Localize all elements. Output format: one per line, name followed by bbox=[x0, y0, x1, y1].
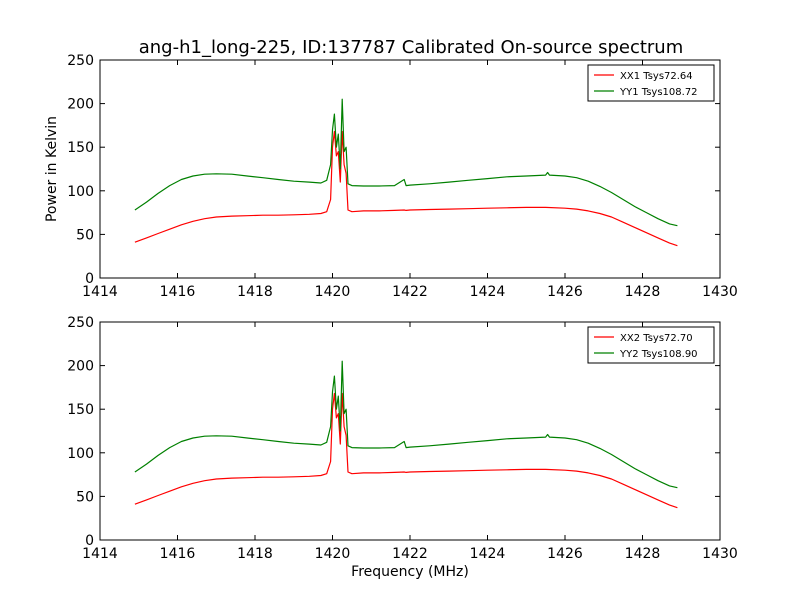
series-line-xx1 bbox=[134, 130, 678, 247]
x-tick-label: 1424 bbox=[470, 284, 506, 300]
legend-label: XX1 Tsys72.64 bbox=[620, 71, 693, 82]
x-tick-label: 1418 bbox=[237, 284, 273, 300]
x-tick-label: 1428 bbox=[625, 284, 661, 300]
series-line-xx2 bbox=[134, 392, 678, 509]
series-line-yy1 bbox=[134, 98, 678, 227]
x-tick-label: 1430 bbox=[702, 284, 738, 300]
x-tick-label: 1414 bbox=[82, 546, 118, 562]
y-tick-label: 150 bbox=[67, 402, 94, 418]
x-tick-label: 1416 bbox=[160, 546, 196, 562]
y-tick-label: 100 bbox=[67, 446, 94, 462]
y-tick-label: 50 bbox=[76, 227, 94, 243]
x-tick-label: 1430 bbox=[702, 546, 738, 562]
x-tick-label: 1414 bbox=[82, 284, 118, 300]
legend-label: YY1 Tsys108.72 bbox=[619, 87, 698, 98]
y-tick-label: 0 bbox=[85, 271, 94, 287]
top-spectrum-panel: 1414 1416 1418 1420 1422 1424 1426 1428 1430 0 50 1… bbox=[44, 53, 738, 300]
y-tick-label: 250 bbox=[67, 53, 94, 69]
x-tick-label: 1426 bbox=[547, 546, 583, 562]
x-tick-label: 1426 bbox=[547, 284, 583, 300]
x-axis-label: Frequency (MHz) bbox=[351, 564, 469, 580]
legend-label: YY2 Tsys108.90 bbox=[619, 349, 698, 360]
x-tick-label: 1422 bbox=[392, 284, 428, 300]
y-tick-label: 100 bbox=[67, 184, 94, 200]
chart-title: ang-h1_long-225, ID:137787 Calibrated On… bbox=[139, 37, 684, 58]
legend-box bbox=[587, 326, 715, 364]
y-tick-label: 200 bbox=[67, 97, 94, 113]
x-tick-label: 1422 bbox=[392, 546, 428, 562]
legend: XX2 Tsys72.70 YY2 Tsys108.90 bbox=[587, 326, 715, 364]
legend-box bbox=[587, 64, 715, 102]
x-tick-label: 1416 bbox=[160, 284, 196, 300]
y-tick-label: 0 bbox=[85, 533, 94, 549]
y-tick-label: 200 bbox=[67, 359, 94, 375]
y-tick-label: 250 bbox=[67, 315, 94, 331]
x-tick-label: 1420 bbox=[315, 284, 351, 300]
x-tick-label: 1424 bbox=[470, 546, 506, 562]
x-tick-label: 1418 bbox=[237, 546, 273, 562]
x-tick-label: 1428 bbox=[625, 546, 661, 562]
bottom-spectrum-panel: 1414 1416 1418 1420 1422 1424 1426 1428 1430 0 50 1… bbox=[67, 315, 738, 580]
legend-label: XX2 Tsys72.70 bbox=[620, 333, 693, 344]
x-tick-label: 1420 bbox=[315, 546, 351, 562]
y-tick-label: 50 bbox=[76, 489, 94, 505]
y-tick-label: 150 bbox=[67, 140, 94, 156]
series-line-yy2 bbox=[134, 360, 678, 489]
legend: XX1 Tsys72.64 YY1 Tsys108.72 bbox=[587, 64, 715, 102]
y-axis-label: Power in Kelvin bbox=[44, 116, 60, 222]
